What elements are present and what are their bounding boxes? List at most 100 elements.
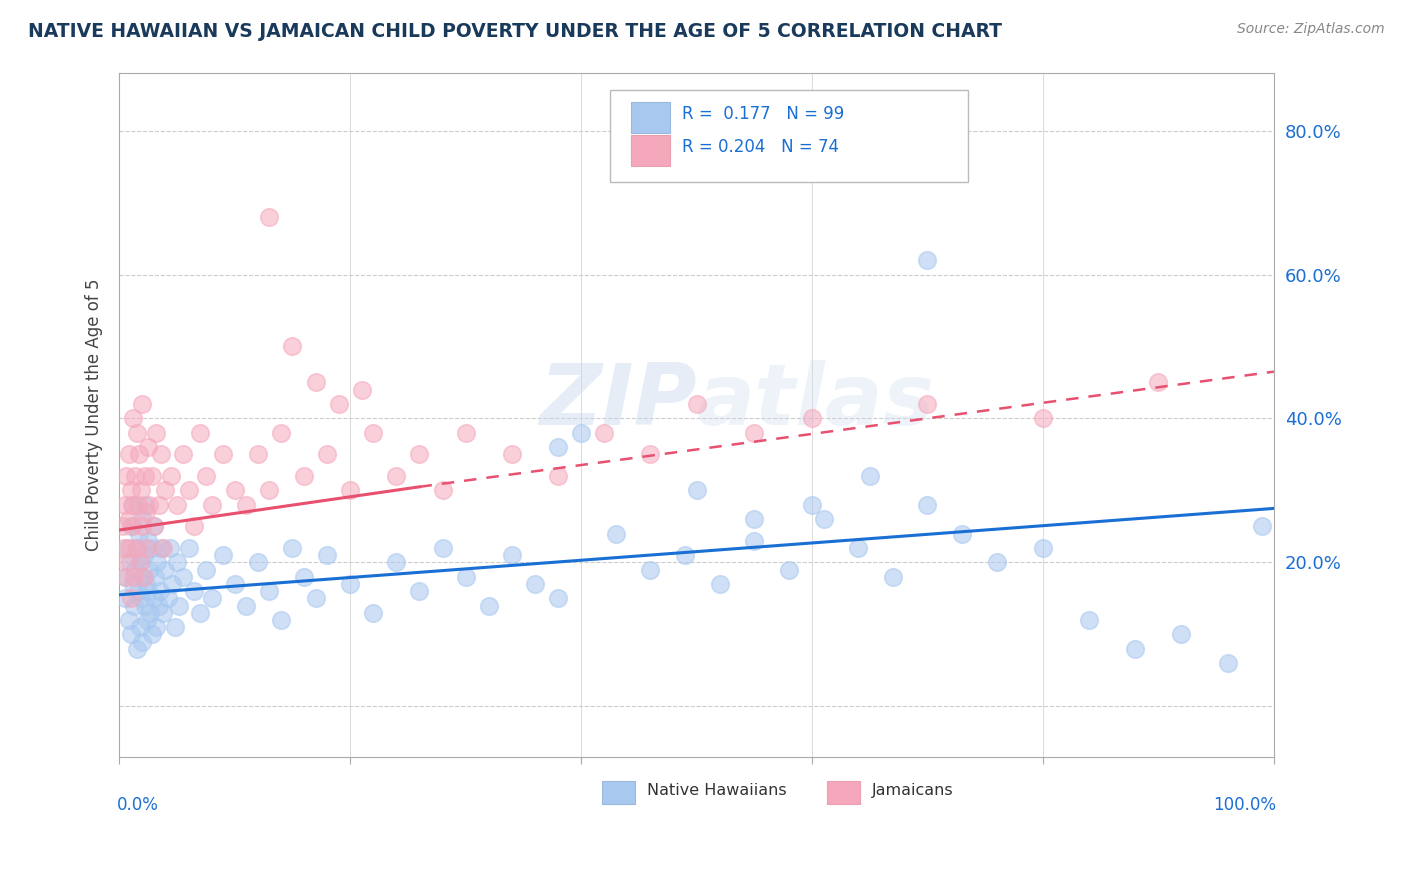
Point [122,411,145,425]
Point [339,577,361,591]
Text: 0.0%: 0.0% [117,797,159,814]
Point [547,469,569,483]
Point [112,541,135,555]
Point [1123,641,1146,656]
Point [118,541,141,555]
Point [742,512,765,526]
Point [125,425,148,440]
Point [188,425,211,440]
Text: Source: ZipAtlas.com: Source: ZipAtlas.com [1237,22,1385,37]
Point [135,505,157,519]
Point [120,591,142,606]
Point [122,519,145,533]
Point [605,526,627,541]
Point [432,541,454,555]
Point [950,526,973,541]
Point [149,541,172,555]
Point [118,555,141,569]
Point [1078,613,1101,627]
Point [149,584,172,599]
Point [117,555,139,569]
Point [235,599,257,613]
Point [142,519,165,533]
Point [709,577,731,591]
Point [801,411,824,425]
Point [316,548,339,562]
Point [1032,411,1054,425]
Point [742,533,765,548]
FancyBboxPatch shape [827,780,860,804]
Point [183,519,205,533]
Point [136,533,159,548]
Point [1170,627,1192,641]
Point [128,526,150,541]
Y-axis label: Child Poverty Under the Age of 5: Child Poverty Under the Age of 5 [86,278,103,551]
Point [501,447,523,461]
Point [742,425,765,440]
Point [408,447,430,461]
Point [685,397,707,411]
Point [124,563,146,577]
Point [127,584,149,599]
Point [328,397,350,411]
Point [131,519,153,533]
Point [201,591,224,606]
Point [163,620,186,634]
Point [1032,541,1054,555]
Point [986,555,1008,569]
Point [114,591,136,606]
Point [673,548,696,562]
Point [259,210,281,224]
Point [385,555,408,569]
Point [115,570,138,584]
FancyBboxPatch shape [631,135,671,166]
Point [501,548,523,562]
Point [801,498,824,512]
Point [159,541,181,555]
Text: R = 0.204   N = 74: R = 0.204 N = 74 [682,138,838,156]
Point [124,570,146,584]
Point [917,397,939,411]
Point [117,512,139,526]
Point [129,620,152,634]
Point [152,541,174,555]
Point [136,584,159,599]
Point [859,469,882,483]
Point [547,440,569,454]
Point [155,483,177,498]
Point [131,512,153,526]
Point [115,469,138,483]
Point [194,563,217,577]
Point [547,591,569,606]
Point [131,634,153,648]
FancyBboxPatch shape [610,90,967,182]
Point [685,483,707,498]
Point [139,606,162,620]
Point [304,376,326,390]
Point [1216,656,1239,670]
Point [172,447,194,461]
Point [134,599,156,613]
Point [149,447,172,461]
Point [169,599,191,613]
Point [142,519,165,533]
Point [125,541,148,555]
Point [846,541,869,555]
Text: atlas: atlas [696,359,935,442]
Text: Jamaicans: Jamaicans [872,783,953,798]
Point [141,541,163,555]
Point [114,498,136,512]
Point [478,599,501,613]
Point [148,599,170,613]
Point [350,383,373,397]
Point [246,555,269,569]
Point [120,519,142,533]
Point [127,498,149,512]
Point [523,577,546,591]
Point [148,498,170,512]
Point [201,498,224,512]
Point [270,425,292,440]
Point [135,577,157,591]
Point [224,577,246,591]
Point [166,498,188,512]
